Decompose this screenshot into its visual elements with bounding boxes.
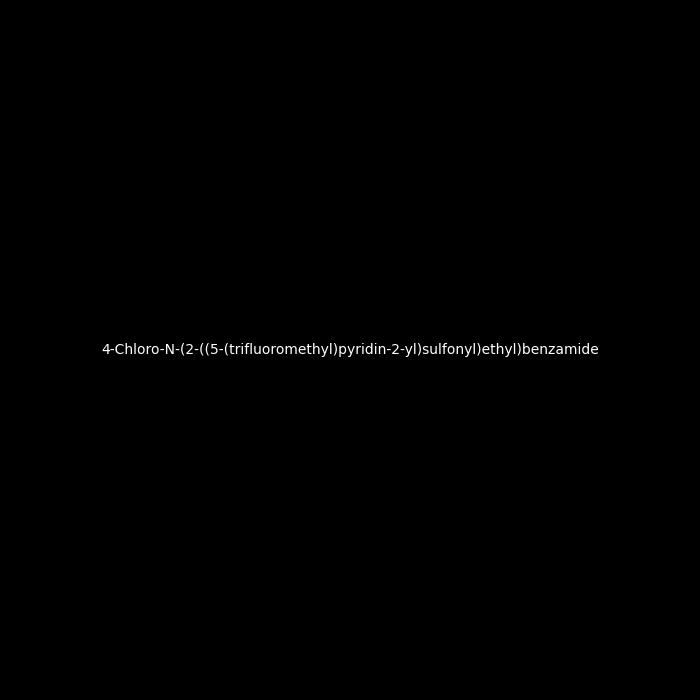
Text: 4-Chloro-N-(2-((5-(trifluoromethyl)pyridin-2-yl)sulfonyl)ethyl)benzamide: 4-Chloro-N-(2-((5-(trifluoromethyl)pyrid…: [101, 343, 599, 357]
